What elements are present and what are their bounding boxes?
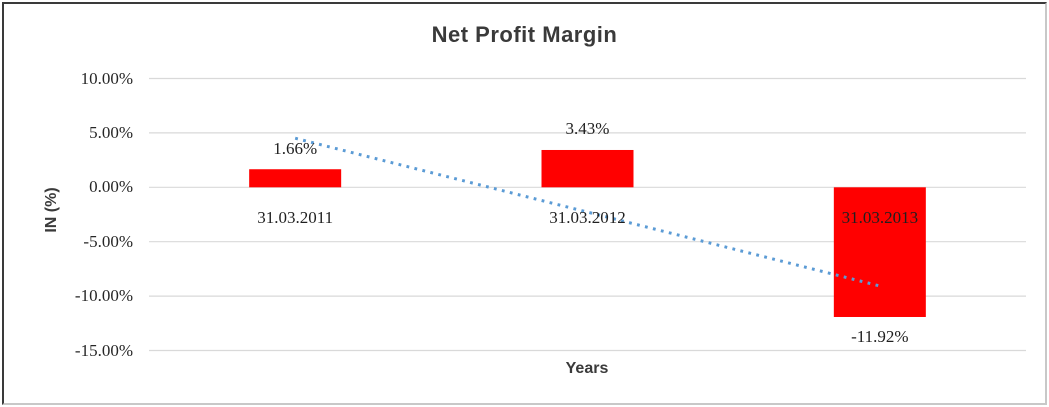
bar-31.03.2012 — [541, 149, 634, 188]
category-label: 31.03.2011 — [257, 207, 334, 227]
y-tick-label: -10.00% — [74, 286, 133, 306]
y-tick-label: 10.00% — [80, 68, 133, 88]
x-axis-title: Years — [565, 360, 609, 377]
bar-31.03.2013 — [833, 187, 926, 317]
bar-value-label: -11.92% — [851, 327, 909, 347]
linear-trendline — [294, 136, 881, 288]
bar-value-label: 1.66% — [273, 138, 318, 158]
y-tick-label: -15.00% — [74, 340, 133, 360]
y-tick-label: 5.00% — [89, 122, 133, 142]
category-label: 31.03.2012 — [549, 207, 626, 227]
bar-value-label: 3.43% — [565, 119, 610, 139]
category-label: 31.03.2013 — [841, 207, 919, 227]
bar-31.03.2011 — [249, 169, 342, 188]
chart-title: Net Profit Margin — [431, 22, 618, 47]
y-tick-label: 0.00% — [89, 177, 133, 197]
y-tick-label: -5.00% — [83, 231, 133, 251]
